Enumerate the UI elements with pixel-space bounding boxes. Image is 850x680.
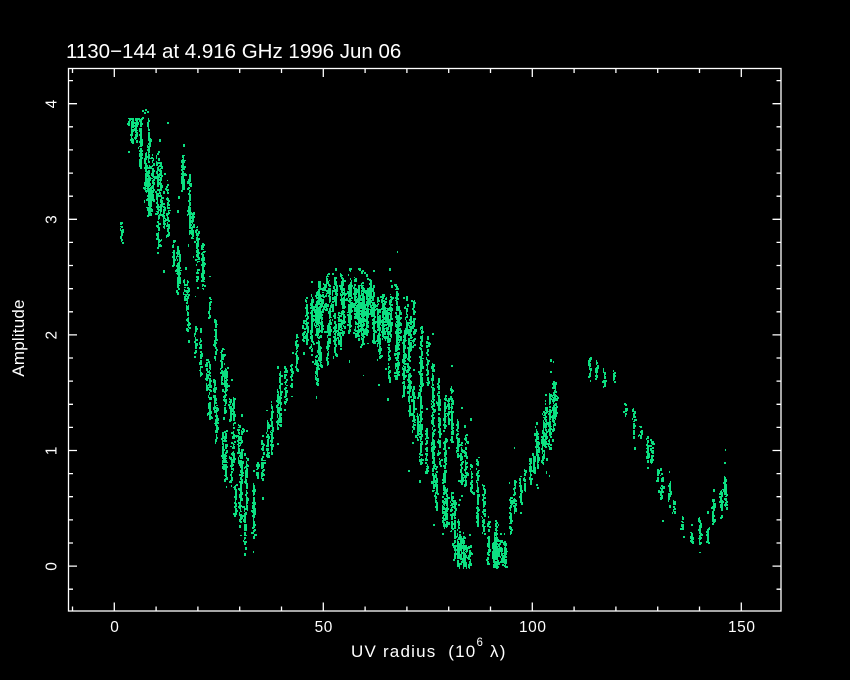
svg-text:4: 4 — [44, 99, 61, 108]
svg-text:0: 0 — [44, 561, 61, 570]
svg-text:150: 150 — [728, 619, 756, 636]
svg-text:50: 50 — [315, 619, 333, 636]
svg-text:1: 1 — [44, 446, 61, 455]
svg-text:2: 2 — [44, 330, 61, 339]
svg-text:3: 3 — [44, 215, 61, 224]
svg-text:0: 0 — [110, 619, 119, 636]
svg-text:UV radius (106 λ): UV radius (106 λ) — [351, 637, 507, 661]
svg-text:100: 100 — [519, 619, 547, 636]
svg-text:1130−144 at 4.916 GHz 1996 Jun: 1130−144 at 4.916 GHz 1996 Jun 06 — [66, 40, 401, 63]
svg-text:Amplitude: Amplitude — [9, 299, 28, 376]
